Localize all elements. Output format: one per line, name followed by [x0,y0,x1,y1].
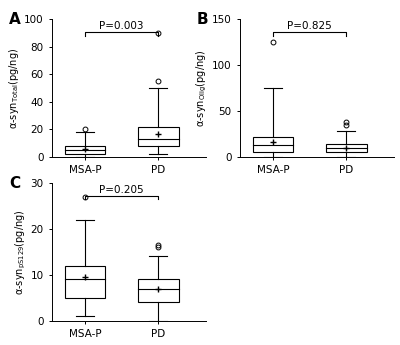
Bar [138,127,178,146]
Bar [138,279,178,303]
Text: P=0.205: P=0.205 [99,185,144,195]
Y-axis label: α-syn$_\mathregular{Olig}$(pg/ng): α-syn$_\mathregular{Olig}$(pg/ng) [195,49,209,127]
Text: P=0.003: P=0.003 [100,21,144,31]
Bar [253,137,293,152]
Bar [65,266,105,298]
Text: P=0.825: P=0.825 [287,21,332,31]
Y-axis label: α-syn$_\mathregular{pS129}$(pg/ng): α-syn$_\mathregular{pS129}$(pg/ng) [13,209,28,295]
Y-axis label: α-syn$_\mathregular{Total}$(pg/ng): α-syn$_\mathregular{Total}$(pg/ng) [7,47,21,129]
Text: C: C [9,176,20,191]
Text: A: A [9,12,21,27]
Bar [326,144,366,152]
Text: B: B [197,12,208,27]
Bar [65,146,105,154]
